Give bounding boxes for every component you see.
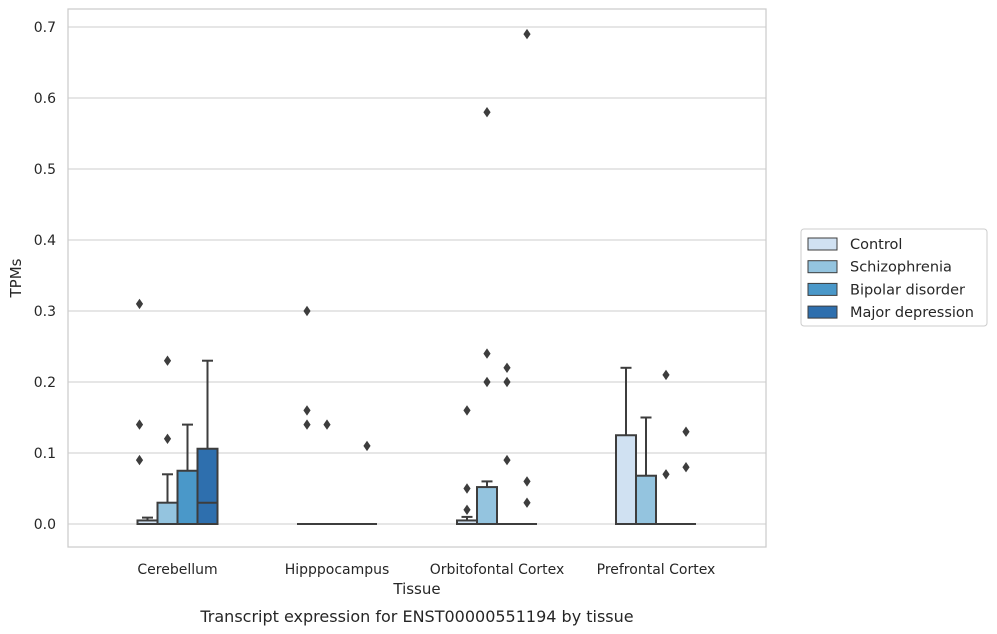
outlier-point: [503, 454, 511, 466]
chart-caption: Transcript expression for ENST0000055119…: [199, 607, 633, 626]
legend-label: Control: [850, 237, 902, 253]
y-tick-label: 0.0: [34, 517, 56, 533]
outlier-point: [662, 369, 670, 381]
box-body: [176, 469, 199, 525]
y-tick-label: 0.2: [34, 375, 56, 391]
box-major-depression: [196, 359, 219, 525]
outlier-point: [483, 376, 491, 388]
outlier-point: [483, 348, 491, 359]
y-tick-label: 0.1: [34, 446, 56, 462]
x-tick-label: Prefrontal Cortex: [597, 562, 716, 578]
outlier-point: [662, 469, 670, 480]
legend-swatch: [807, 282, 838, 296]
box-control: [615, 366, 637, 525]
plot-area-frame: [67, 8, 767, 548]
x-tick-label: Hipppocampus: [285, 562, 390, 578]
outlier-point: [303, 305, 311, 317]
y-axis-label: TPMs: [7, 258, 25, 298]
outlier-point: [523, 497, 531, 508]
y-tick-label: 0.3: [34, 304, 56, 320]
x-tick-label: Orbitofontal Cortex: [430, 562, 565, 578]
box-schizophrenia: [476, 480, 498, 525]
box-body: [615, 434, 637, 525]
legend-label: Schizophrenia: [850, 260, 952, 276]
outlier-point: [523, 476, 531, 487]
outliers: [135, 28, 690, 515]
box-bipolar-disorder: [176, 423, 199, 525]
legend-label: Bipolar disorder: [850, 282, 965, 298]
outlier-point: [303, 405, 311, 416]
x-axis-label: Tissue: [392, 580, 440, 598]
y-tick-label: 0.5: [34, 162, 56, 178]
outlier-point: [503, 376, 511, 388]
outlier-point: [463, 405, 471, 416]
outlier-point: [483, 107, 491, 118]
outlier-point: [323, 419, 331, 430]
outlier-point: [135, 454, 144, 466]
legend: Control Schizophrenia Bipolar disorder Majo…: [800, 228, 988, 327]
legend-swatch: [807, 260, 838, 274]
legend-frame: [800, 228, 988, 327]
box-schizophrenia: [156, 473, 179, 526]
legend-swatch: [807, 237, 838, 251]
outlier-point: [682, 462, 690, 473]
outlier-point: [163, 433, 172, 444]
box-body: [156, 501, 179, 526]
y-axis-ticks: 0.0 0.1 0.2 0.3 0.4 0.5 0.6 0.7: [34, 20, 56, 533]
outlier-point: [463, 483, 471, 494]
y-tick-label: 0.4: [34, 233, 56, 249]
y-tick-label: 0.6: [34, 91, 56, 107]
box-control: [456, 515, 478, 526]
outlier-point: [463, 504, 471, 515]
outlier-point: [523, 28, 531, 40]
box-body: [635, 474, 657, 525]
outlier-point: [363, 440, 371, 452]
outlier-point: [163, 355, 172, 366]
grid-lines: [68, 26, 766, 525]
box-control: [136, 516, 159, 526]
box-body: [196, 447, 219, 525]
outlier-point: [503, 362, 511, 373]
box-body: [476, 486, 498, 525]
legend-label: Major depression: [850, 305, 974, 321]
y-tick-label: 0.7: [34, 20, 56, 36]
outlier-point: [135, 419, 144, 430]
outlier-point: [135, 298, 144, 310]
legend-swatch: [807, 305, 838, 319]
outlier-point: [303, 419, 311, 430]
x-axis-ticks: Cerebellum Hipppocampus Orbitofontal Corte…: [137, 562, 715, 578]
outlier-point: [682, 426, 690, 437]
x-tick-label: Cerebellum: [137, 562, 217, 578]
boxes: [136, 359, 696, 526]
box-schizophrenia: [635, 416, 657, 525]
